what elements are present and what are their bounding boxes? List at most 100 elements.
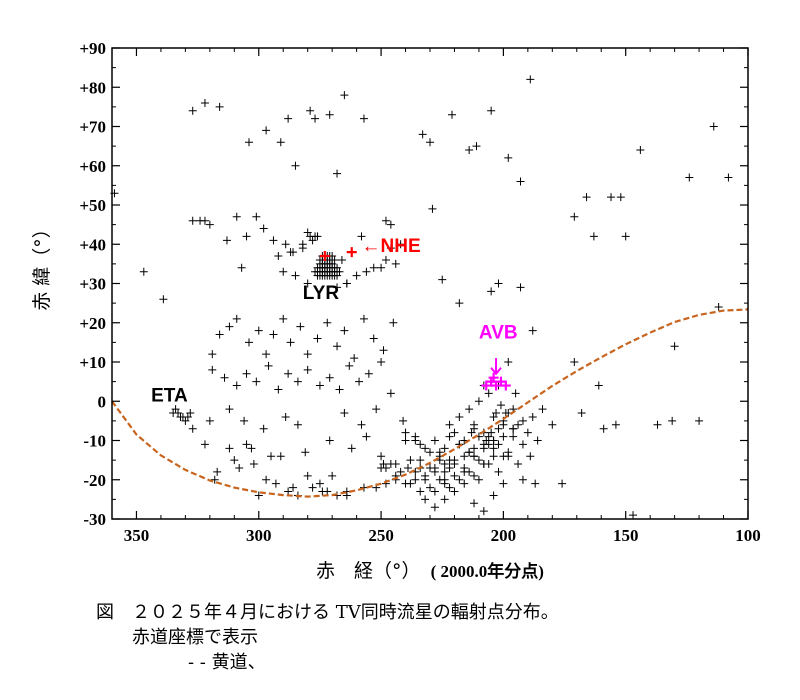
radiant-point	[355, 377, 364, 386]
y-tick-label: +10	[79, 353, 106, 372]
radiant-point	[247, 444, 256, 453]
radiant-point	[379, 346, 388, 355]
radiant-point	[391, 460, 400, 469]
radiant-point	[418, 130, 427, 139]
radiant-point	[474, 475, 483, 484]
radiant-point	[242, 232, 251, 241]
radiant-point	[262, 350, 271, 359]
x-tick-label: 300	[246, 526, 272, 545]
radiant-point	[342, 491, 351, 500]
radiant-point	[364, 369, 373, 378]
radiant-point	[499, 432, 508, 441]
radiant-point	[448, 110, 457, 119]
radiant-point	[232, 212, 241, 221]
radiant-point	[284, 487, 293, 496]
radiant-point	[426, 138, 434, 147]
radiant-point	[445, 420, 454, 429]
radiant-point	[303, 279, 312, 288]
radiant-point	[188, 424, 197, 433]
radiant-point	[494, 467, 503, 476]
nhe-radiant-point	[319, 251, 330, 262]
radiant-point	[225, 322, 234, 331]
radiant-point	[479, 444, 488, 453]
radiant-point	[323, 487, 332, 496]
radiant-point	[284, 369, 293, 378]
y-tick-label: 0	[98, 392, 107, 411]
radiant-point	[479, 460, 488, 469]
radiant-point	[670, 342, 679, 351]
caption-line-2: 赤道座標で表示	[132, 627, 258, 648]
radiant-point	[487, 106, 496, 115]
radiant-point	[695, 416, 704, 425]
radiant-point	[518, 416, 527, 425]
y-tick-label: +90	[79, 39, 106, 58]
caption-line-1: 図 ２０２５年４月における TV同時流星の輻射点分布。	[96, 602, 559, 623]
radiant-point	[303, 471, 312, 480]
radiant-point	[538, 405, 547, 414]
radiant-point	[396, 467, 405, 476]
radiant-point	[516, 177, 525, 186]
radiant-point	[426, 483, 434, 492]
radiant-point	[465, 405, 474, 414]
avb-radiant-point	[500, 380, 511, 391]
radiant-point	[685, 173, 694, 182]
radiant-point	[325, 436, 334, 445]
radiant-point	[254, 326, 263, 335]
radiant-point	[621, 232, 630, 241]
radiant-point	[281, 412, 290, 421]
radiant-point	[492, 409, 501, 418]
radiant-point	[516, 283, 525, 292]
radiant-point	[208, 365, 217, 374]
radiant-point	[411, 432, 420, 441]
radiant-point	[244, 138, 253, 147]
radiant-point	[210, 475, 219, 484]
radiant-point	[377, 452, 386, 461]
radiant-point	[159, 295, 168, 304]
radiant-point	[176, 412, 185, 421]
radiant-point	[509, 432, 518, 441]
annotation-nhe: ←NHE	[362, 236, 421, 257]
points-layer	[110, 75, 733, 520]
radiant-point	[528, 412, 537, 421]
radiant-point	[237, 263, 246, 272]
radiant-point	[252, 212, 261, 221]
radiant-point	[470, 444, 479, 453]
radiant-point	[276, 138, 285, 147]
radiant-point	[509, 424, 518, 433]
radiant-point	[205, 416, 214, 425]
radiant-point	[289, 248, 298, 257]
radiant-point	[426, 448, 434, 457]
radiant-point	[430, 487, 439, 496]
radiant-point	[406, 456, 415, 465]
radiant-point	[499, 479, 508, 488]
radiant-point	[284, 114, 293, 123]
radiant-point	[518, 475, 527, 484]
radiant-point	[291, 271, 300, 280]
radiant-point	[235, 463, 244, 472]
radiant-point	[249, 460, 258, 469]
radiant-point	[599, 424, 608, 433]
radiant-point	[303, 365, 312, 374]
radiant-point	[421, 495, 430, 504]
radiant-point	[470, 471, 479, 480]
radiant-point	[311, 232, 320, 241]
y-tick-label: -10	[83, 432, 106, 451]
radiant-point	[416, 456, 425, 465]
x-tick-label: 150	[613, 526, 639, 545]
radiant-point	[315, 479, 324, 488]
radiant-point	[377, 358, 386, 366]
radiant-point	[325, 373, 334, 382]
annotation-lyr: LYR	[303, 283, 340, 304]
radiant-point	[271, 479, 280, 488]
radiant-point	[350, 354, 359, 363]
radiant-point	[200, 98, 209, 107]
radiant-point	[487, 428, 496, 437]
radiant-point	[582, 193, 591, 202]
caption-line-3: - - 黄道、	[188, 652, 266, 673]
y-tick-label: -20	[83, 471, 106, 490]
radiant-point	[421, 475, 430, 484]
radiant-point	[200, 440, 209, 449]
radiant-point	[440, 495, 449, 504]
radiant-point	[389, 318, 398, 327]
radiant-point	[430, 503, 439, 512]
